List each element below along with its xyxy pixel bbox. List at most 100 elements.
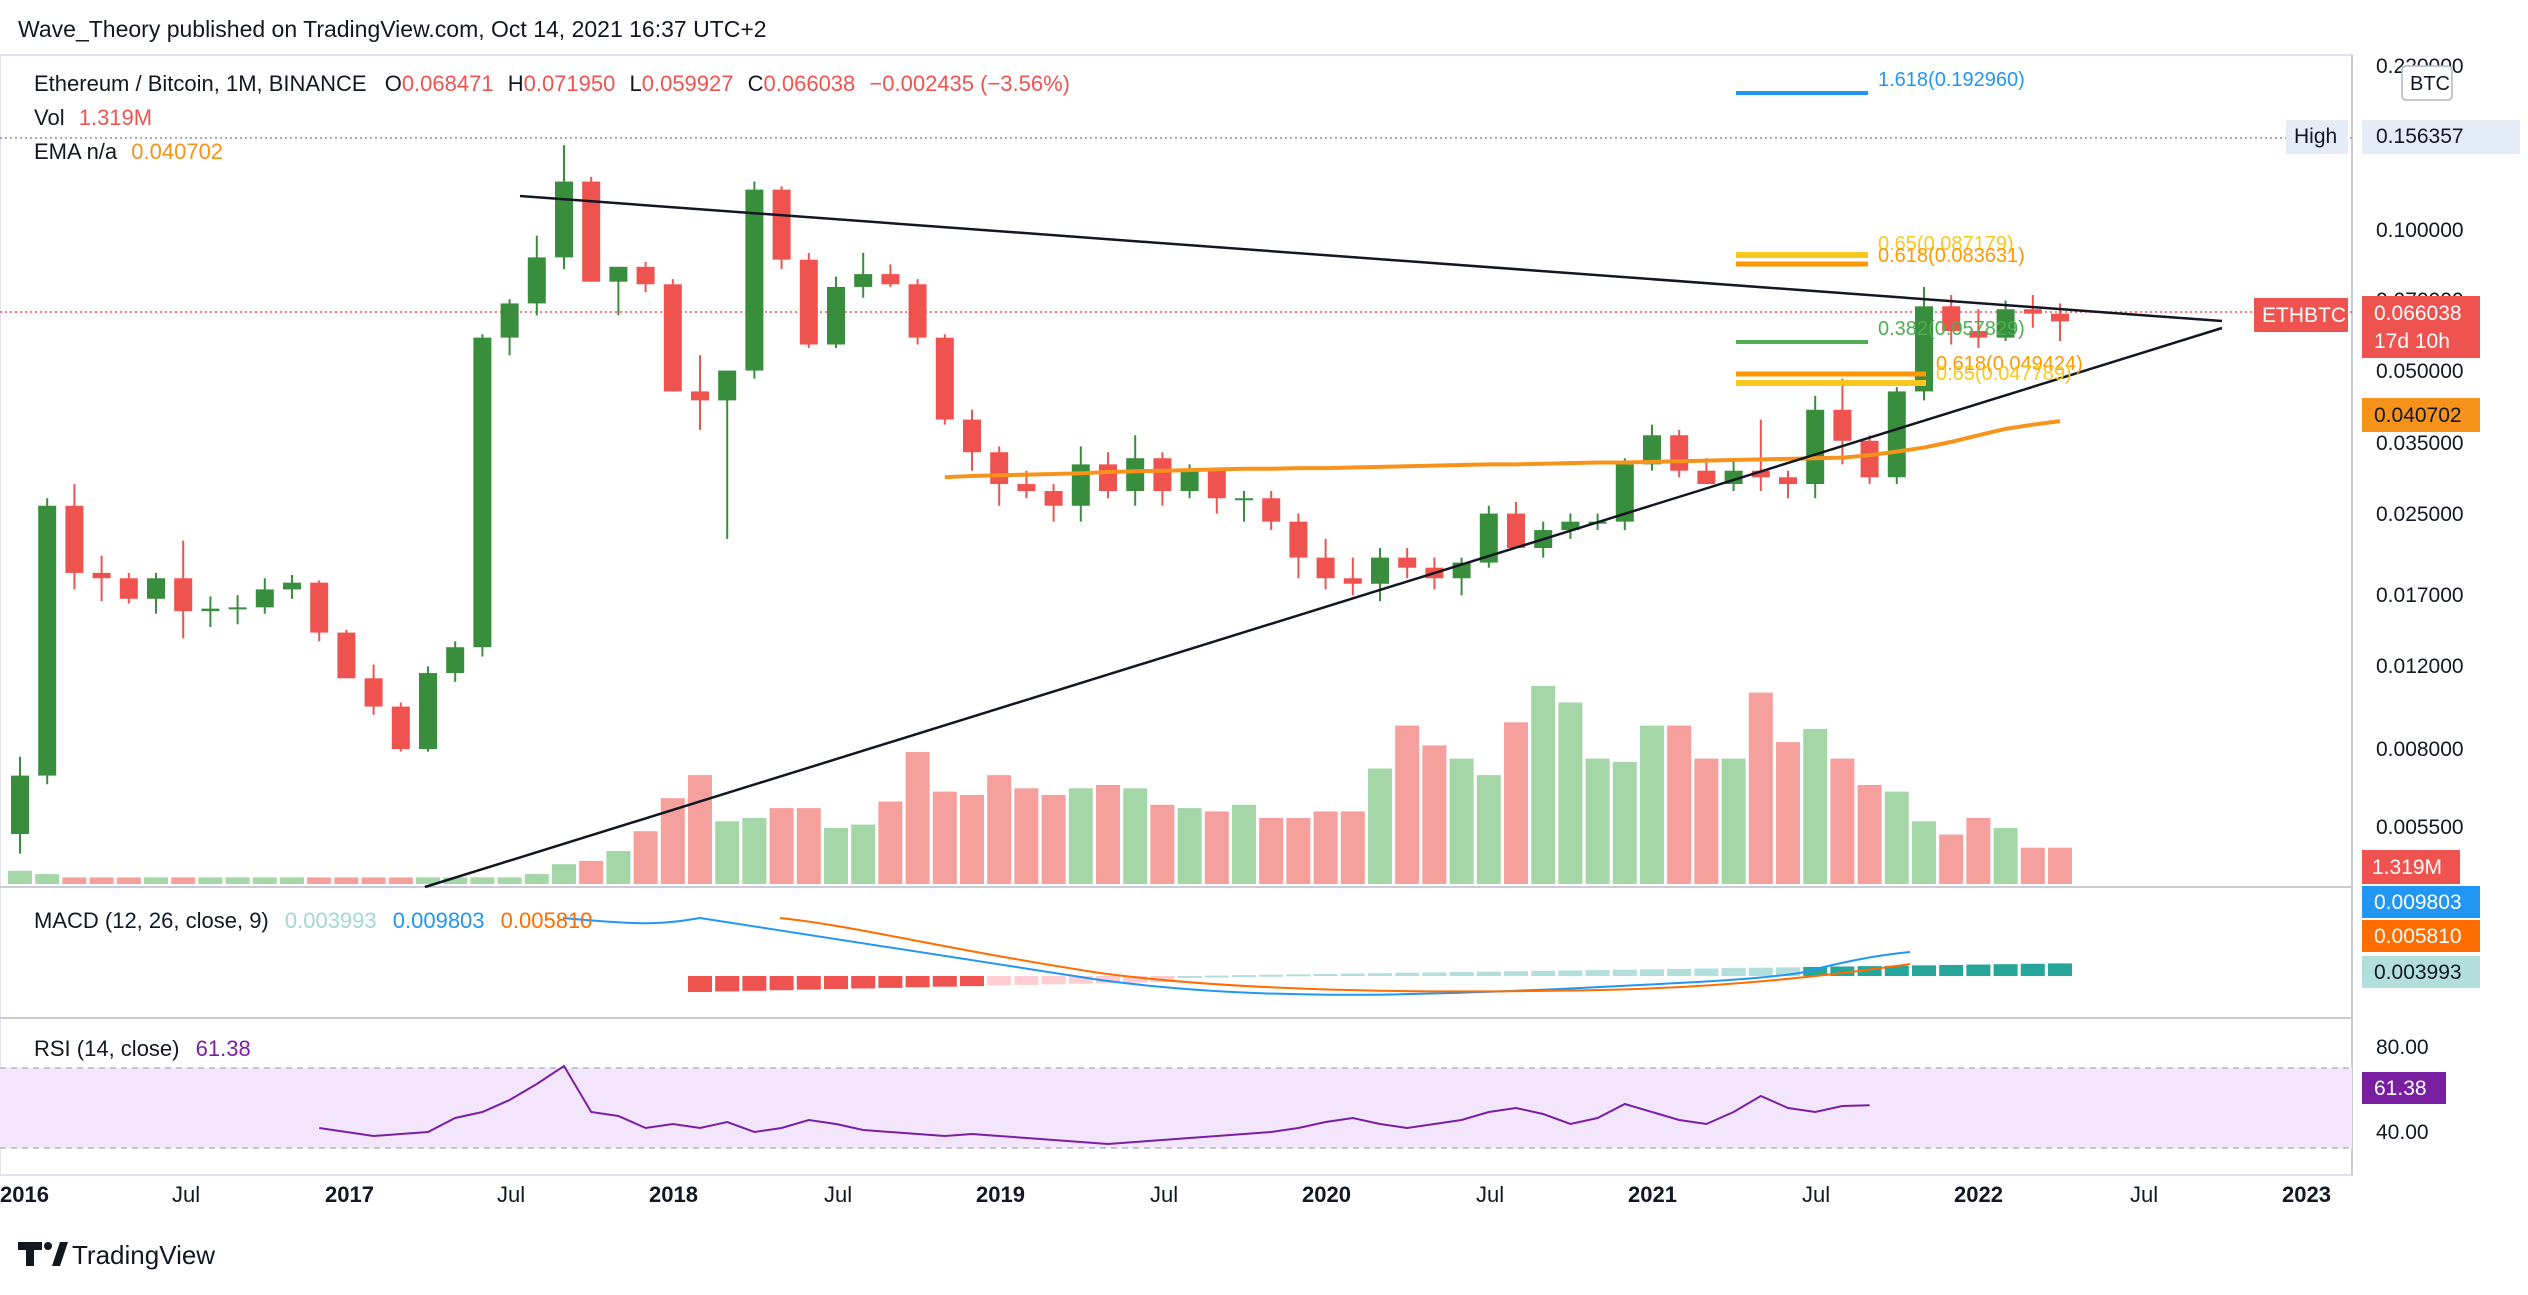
- macd-tag-box-2: [2362, 920, 2480, 952]
- candle-body: [1996, 309, 2015, 338]
- volume-bar: [334, 877, 359, 884]
- volume-bar: [470, 877, 495, 884]
- volume-bar: [1912, 821, 1936, 884]
- candle: [1724, 458, 1743, 492]
- legend-h-value: 0.071950: [524, 71, 616, 96]
- volume-bar: [1368, 768, 1392, 884]
- candle-body: [636, 266, 655, 285]
- candle: [636, 262, 655, 293]
- time-tick: Jul: [824, 1182, 852, 1207]
- legend-change: −0.002435 (−3.56%): [869, 71, 1070, 96]
- candlesticks: [11, 145, 2069, 854]
- time-tick: 2020: [1302, 1182, 1351, 1207]
- high-label-box: [2286, 120, 2348, 154]
- macd-hist-bar: [905, 976, 930, 988]
- macd-hist-bar: [742, 976, 767, 991]
- candle-body: [854, 274, 873, 287]
- time-tick: 2021: [1628, 1182, 1677, 1207]
- macd-hist-bar: [1340, 973, 1365, 976]
- volume-bar: [960, 794, 984, 884]
- macd-hist-bar: [1640, 969, 1664, 976]
- candle-body: [38, 505, 57, 776]
- legend-c-label: C: [748, 71, 764, 96]
- high-value-box: [2362, 120, 2520, 154]
- price-tick: 0.050000: [2376, 360, 2464, 383]
- macd-hist-bar: [769, 976, 794, 991]
- macd-hist-bar: [1612, 969, 1637, 976]
- candle: [1316, 538, 1335, 590]
- candle: [147, 572, 165, 614]
- macd-hist-bar: [1313, 973, 1338, 976]
- volume-bar: [252, 877, 277, 884]
- tradingview-logo[interactable]: TradingView: [18, 1240, 215, 1270]
- candle: [1207, 470, 1226, 514]
- candle: [2023, 295, 2042, 328]
- volume-bar: [1531, 686, 1556, 884]
- volume-bar: [796, 808, 821, 884]
- lower-trendline: [424, 326, 2223, 889]
- candle: [1670, 429, 1689, 478]
- candle-body: [1479, 513, 1498, 563]
- volume-bar: [1422, 745, 1447, 884]
- macd-hist-bar: [1259, 974, 1284, 977]
- volume-bar: [1857, 785, 1882, 884]
- vol-tag: 1.319M: [2372, 856, 2442, 879]
- macd-hist-bar: [1558, 970, 1583, 976]
- candle-body: [446, 647, 465, 674]
- candle-body: [881, 274, 900, 285]
- candle: [1235, 491, 1253, 522]
- candle: [1262, 491, 1281, 531]
- candle-body: [1398, 557, 1417, 568]
- macd-signal-line: [779, 917, 1911, 993]
- candle-body: [963, 419, 981, 453]
- legend-c-value: 0.066038: [764, 71, 856, 96]
- macd-tag-1: 0.009803: [2374, 891, 2462, 914]
- volume-bar: [1395, 725, 1420, 884]
- volume-bar: [1232, 804, 1256, 884]
- candle-body: [827, 286, 845, 345]
- price-axis: 0.220000 0.100000 0.070000 0.050000 0.03…: [2376, 55, 2464, 839]
- candle-body: [174, 578, 193, 612]
- volume-bar: [1259, 818, 1284, 884]
- tv-logo-slash: [52, 1242, 68, 1266]
- candle: [772, 186, 791, 270]
- rsi-label: RSI (14, close): [34, 1036, 180, 1061]
- candle-body: [1235, 498, 1253, 501]
- currency-button[interactable]: [2401, 65, 2453, 101]
- macd-hist-bar: [1068, 976, 1093, 984]
- published-line: Wave_Theory published on TradingView.com…: [18, 16, 767, 42]
- candle: [228, 595, 247, 625]
- macd-hist-bar: [1123, 976, 1148, 983]
- candle-body: [609, 266, 628, 282]
- candle-body: [527, 257, 546, 304]
- time-tick: 2022: [1954, 1182, 2003, 1207]
- volume-bar: [1585, 758, 1610, 884]
- candle-body: [1643, 435, 1661, 465]
- candle-body: [1670, 435, 1689, 471]
- candle: [963, 409, 981, 471]
- macd-hist-bar: [1993, 964, 2018, 976]
- macd-hist-bar: [960, 976, 984, 987]
- macd-hist-bar: [1449, 972, 1474, 976]
- macd-hist-bar: [1041, 976, 1066, 985]
- macd-hist-bar: [987, 976, 1012, 986]
- volume-bar: [715, 821, 740, 884]
- candle: [1751, 419, 1770, 492]
- time-tick: 2017: [325, 1182, 374, 1207]
- candle-body: [1099, 464, 1117, 492]
- volume-bar: [1123, 788, 1148, 884]
- candle: [283, 575, 301, 599]
- time-tick: Jul: [2130, 1182, 2158, 1207]
- macd-hist-bar: [688, 976, 712, 992]
- candle-body: [718, 370, 737, 401]
- candle-body: [990, 452, 1009, 485]
- candle: [1806, 395, 1825, 499]
- volume-bar: [443, 877, 468, 884]
- candle: [908, 279, 927, 345]
- candle-body: [364, 678, 383, 707]
- candle-body: [1915, 306, 1933, 392]
- fib-label-1618: 1.618(0.192960): [1878, 69, 2025, 91]
- macd-signal-value: 0.005810: [501, 908, 593, 933]
- candle-body: [582, 181, 601, 282]
